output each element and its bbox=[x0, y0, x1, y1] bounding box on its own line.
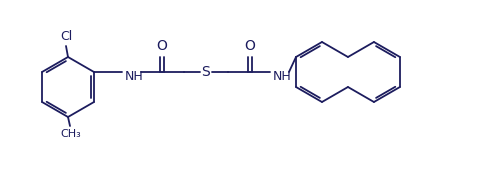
Text: NH: NH bbox=[125, 70, 144, 83]
Text: CH₃: CH₃ bbox=[60, 129, 82, 139]
Text: O: O bbox=[157, 39, 167, 53]
Text: NH: NH bbox=[273, 70, 292, 83]
Text: S: S bbox=[202, 65, 210, 79]
Text: O: O bbox=[245, 39, 255, 53]
Text: Cl: Cl bbox=[60, 30, 72, 43]
